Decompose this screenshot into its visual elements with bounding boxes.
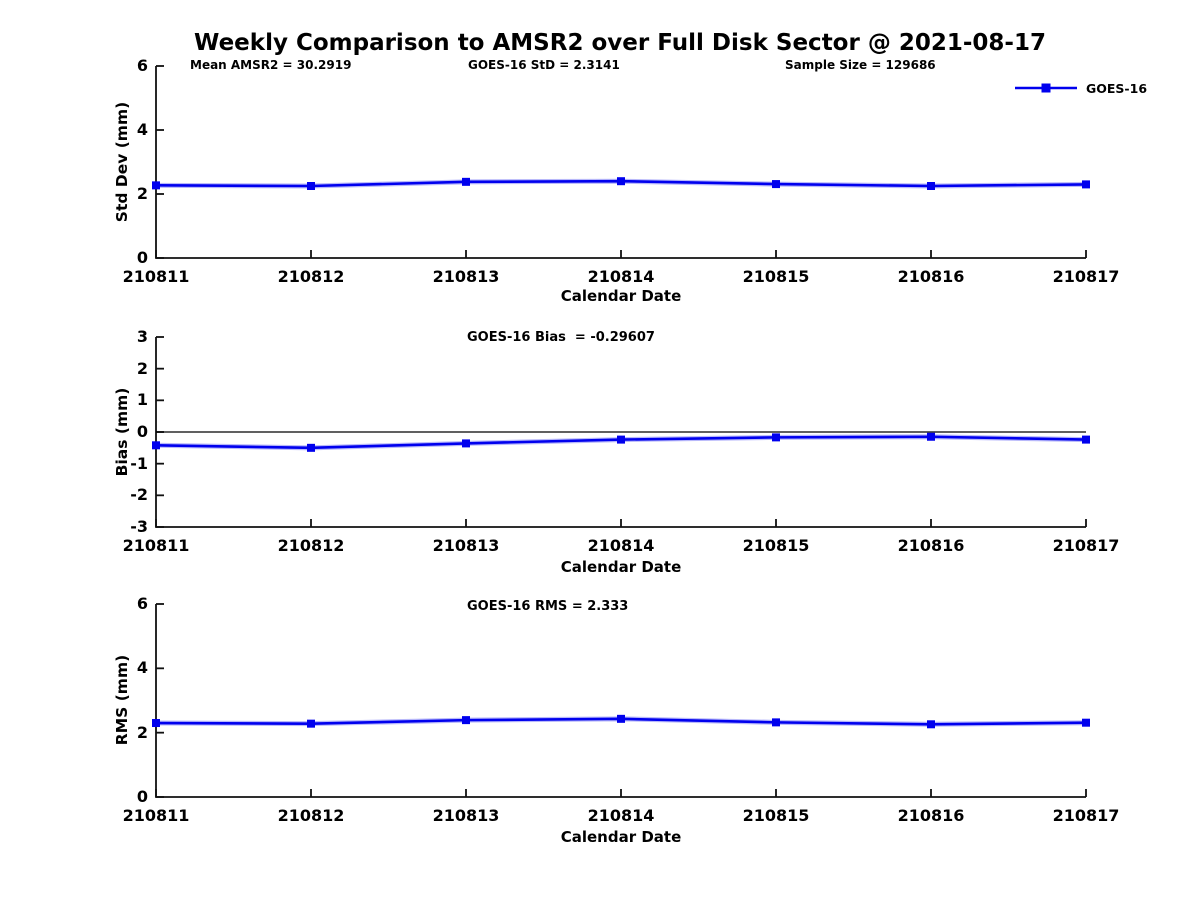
y-tick-label: 0 <box>136 787 148 806</box>
x-tick-label: 210814 <box>587 267 655 286</box>
x-tick-label: 210816 <box>897 806 965 825</box>
y-tick-label: 6 <box>136 594 148 613</box>
y-tick-label: 4 <box>136 658 148 678</box>
x-tick-label: 210815 <box>742 267 810 286</box>
rms-x-axis-label: Calendar Date <box>560 828 682 846</box>
bias-plot-title: GOES-16 Bias = -0.29607 <box>467 330 655 345</box>
data-marker <box>772 180 780 189</box>
legend: GOES-16 <box>1013 80 1147 96</box>
x-tick-label: 210814 <box>587 806 655 825</box>
annotation-goes16-std: GOES-16 StD = 2.3141 <box>468 58 620 72</box>
stddev-x-axis-label: Calendar Date <box>560 287 682 305</box>
x-tick-label: 210811 <box>122 536 190 555</box>
axis <box>155 66 1086 259</box>
x-tick-label: 210817 <box>1052 806 1120 825</box>
y-tick-label: 6 <box>136 56 148 75</box>
x-tick-label: 210816 <box>897 267 965 286</box>
y-tick-label: -3 <box>130 517 148 536</box>
data-marker <box>617 177 625 186</box>
data-marker <box>462 177 470 186</box>
x-tick-label: 210817 <box>1052 536 1120 555</box>
stddev-y-axis-label: Std Dev (mm) <box>113 101 131 223</box>
x-tick-label: 210815 <box>742 806 810 825</box>
legend-marker-icon <box>1041 83 1051 93</box>
y-tick-label: -1 <box>130 453 148 473</box>
x-tick-label: 210811 <box>122 267 190 286</box>
data-marker <box>307 182 315 190</box>
y-tick-label: 4 <box>136 120 148 139</box>
axis <box>155 604 1086 798</box>
x-tick-label: 210816 <box>897 536 965 555</box>
annotation-sample-size: Sample Size = 129686 <box>785 58 936 72</box>
y-tick-label: 3 <box>136 327 148 346</box>
data-marker <box>152 181 160 190</box>
figure-title: Weekly Comparison to AMSR2 over Full Dis… <box>194 30 1046 56</box>
data-marker <box>927 720 935 729</box>
x-tick-label: 210814 <box>587 536 655 555</box>
bias-x-axis-label: Calendar Date <box>560 558 682 576</box>
data-marker <box>772 433 780 442</box>
data-marker <box>617 435 625 444</box>
data-marker <box>1082 718 1090 727</box>
annotation-mean-amsr2: Mean AMSR2 = 30.2919 <box>190 58 352 72</box>
data-marker <box>307 719 315 728</box>
data-marker <box>307 443 315 452</box>
x-tick-label: 210813 <box>432 536 500 555</box>
x-tick-label: 210812 <box>277 806 345 825</box>
data-marker <box>1082 435 1090 444</box>
rms-y-axis-label: RMS (mm) <box>113 654 131 746</box>
x-tick-label: 210817 <box>1052 267 1120 286</box>
x-tick-label: 210813 <box>432 806 500 825</box>
rms-plot-title: GOES-16 RMS = 2.333 <box>467 599 629 614</box>
y-tick-label: 1 <box>136 390 148 410</box>
y-tick-label: 0 <box>136 422 148 441</box>
data-marker <box>152 441 160 450</box>
data-marker <box>927 182 935 190</box>
data-marker <box>1082 180 1090 189</box>
x-tick-label: 210812 <box>277 267 345 286</box>
x-tick-label: 210811 <box>122 806 190 825</box>
data-marker <box>152 719 160 728</box>
data-marker <box>772 718 780 727</box>
data-marker <box>462 439 470 448</box>
x-tick-label: 210815 <box>742 536 810 555</box>
x-tick-label: 210812 <box>277 536 345 555</box>
data-marker <box>462 716 470 725</box>
x-tick-label: 210813 <box>432 267 500 286</box>
data-marker <box>617 714 625 723</box>
legend-label: GOES-16 <box>1086 80 1148 96</box>
y-tick-label: 0 <box>136 248 148 267</box>
y-tick-label: -2 <box>130 485 148 505</box>
data-marker <box>927 432 935 441</box>
y-tick-label: 2 <box>136 184 148 203</box>
legend-line-sample <box>1015 83 1077 93</box>
y-tick-label: 2 <box>136 358 148 378</box>
y-tick-label: 2 <box>136 722 148 742</box>
